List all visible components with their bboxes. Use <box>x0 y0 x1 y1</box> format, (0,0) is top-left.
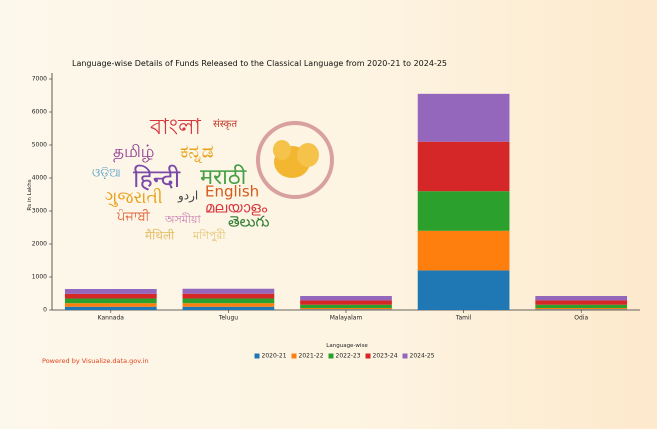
y-tick-label: 2000 <box>32 241 47 248</box>
word: മലയാളം <box>205 199 268 217</box>
bar-segment <box>417 230 510 271</box>
coin <box>273 140 291 160</box>
x-tick-label: Odia <box>574 315 588 322</box>
y-tick-label: 0 <box>43 307 47 314</box>
bar-segment <box>182 303 275 307</box>
y-tick-label: 5000 <box>32 142 47 149</box>
bar-segment <box>64 293 157 299</box>
word: ಕನ್ನಡ <box>180 141 214 164</box>
word: اردو <box>177 189 198 204</box>
legend-label: 2024-25 <box>410 353 435 360</box>
coin-ring <box>256 121 334 199</box>
bar-segment <box>64 306 157 310</box>
word: মণিপুরী <box>192 229 226 242</box>
bar-segment <box>64 289 157 294</box>
legend-swatch <box>254 353 260 359</box>
illustration <box>256 121 334 199</box>
word: हिन्दी <box>133 164 181 193</box>
word: অসমীয়া <box>164 213 202 226</box>
y-axis-label: Rs in Lakhs <box>27 179 33 210</box>
x-tick-label: Kannada <box>98 315 125 322</box>
y-tick-label: 1000 <box>32 274 47 281</box>
legend-label: 2023-24 <box>373 353 398 360</box>
bar-segment <box>535 309 628 310</box>
bar-segment <box>300 300 392 305</box>
bar-segment <box>300 304 392 309</box>
word-cloud: বাংলা संस्कृत தமிழ் ಕನ್ನಡ ଓଡ଼ିଆ हिन्दी मराठी ગુ… <box>92 115 269 243</box>
bar-segment <box>182 293 275 299</box>
bar-segment <box>64 298 157 304</box>
x-axis-label: Language-wise <box>326 343 368 349</box>
bar-segment <box>300 309 392 310</box>
y-tick-label: 7000 <box>32 76 47 83</box>
bar-segment <box>417 191 510 231</box>
legend-swatch <box>365 353 371 359</box>
word: ગુજરાતી <box>105 188 163 208</box>
bar-segment <box>417 93 510 142</box>
legend-swatch <box>402 353 408 359</box>
bar-segment <box>64 303 157 307</box>
bar-segment <box>182 288 275 294</box>
x-tick-label: Telugu <box>218 315 239 322</box>
word: ਪੰਜਾਬੀ <box>116 209 151 225</box>
bar-segment <box>417 141 510 192</box>
bar-segment <box>300 296 392 301</box>
chart-title: Language-wise Details of Funds Released … <box>72 59 447 68</box>
word: मैथिली <box>145 229 175 243</box>
bar-segment <box>182 298 275 304</box>
legend-label: 2022-23 <box>336 353 361 360</box>
y-tick-label: 3000 <box>32 208 47 215</box>
bar-segment <box>300 308 392 310</box>
bar-segment <box>182 306 275 310</box>
x-tick-label: Malayalam <box>330 315 363 322</box>
footer: Powered by Visualize.data.gov.in <box>42 357 149 365</box>
bar-segment <box>535 300 628 305</box>
word: मराठी <box>200 164 247 190</box>
legend-label: 2021-22 <box>299 353 324 360</box>
word: संस्कृत <box>213 118 237 130</box>
legend-label: 2020-21 <box>262 353 287 360</box>
word: తెలుగు <box>228 213 269 231</box>
bar-segment <box>417 270 510 310</box>
word: English <box>205 183 259 201</box>
bar-segment <box>535 304 628 309</box>
bar-segment <box>535 308 628 310</box>
bar-segment <box>535 296 628 301</box>
y-tick-label: 4000 <box>32 175 47 182</box>
word: ଓଡ଼ିଆ <box>92 166 121 180</box>
word: தமிழ் <box>113 142 155 162</box>
x-tick-label: Tamil <box>455 315 472 322</box>
y-tick-label: 6000 <box>32 109 47 116</box>
coin <box>297 143 319 167</box>
legend-swatch <box>291 353 297 359</box>
word: বাংলা <box>149 115 201 140</box>
legend-swatch <box>328 353 334 359</box>
